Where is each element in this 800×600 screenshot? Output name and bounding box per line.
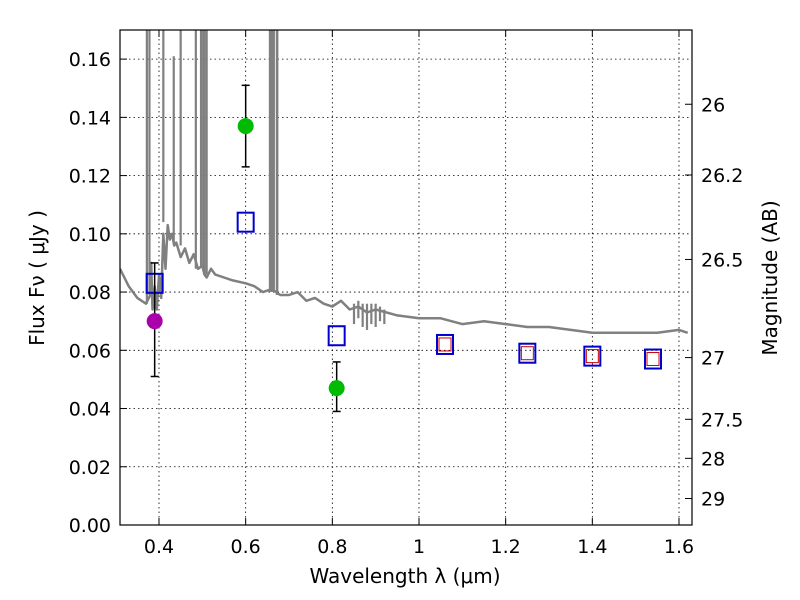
y2-tick-label: 26: [701, 94, 725, 116]
y2-tick-label: 27: [701, 348, 725, 370]
x-tick-label: 1: [413, 536, 425, 558]
sed-chart: 0.4 0.6 0.8 1 1.2 1.4 1.6 0.00 0.02 0.04 0.06 0.08 0…: [0, 0, 800, 600]
x-tick-label: 0.4: [144, 536, 174, 558]
x-tick-label: 1.4: [577, 536, 607, 558]
x-tick-label: 1.6: [664, 536, 694, 558]
y-tick-label: 0.04: [69, 399, 111, 421]
y-tick-label: 0.00: [69, 515, 111, 537]
y-tick-label: 0.06: [69, 340, 111, 362]
y2-tick-label: 27.5: [701, 409, 743, 431]
y-tick-label: 0.02: [69, 457, 111, 479]
y-tick-label: 0.16: [69, 49, 111, 71]
x-tick-label: 0.6: [231, 536, 261, 558]
observed-flux-point: [238, 118, 254, 134]
y2-tick-label: 26.5: [701, 249, 743, 271]
y-tick-label: 0.10: [69, 224, 111, 246]
x-axis-label: Wavelength λ (μm): [309, 564, 500, 588]
y2-axis-label: Magnitude (AB): [758, 200, 782, 355]
y2-tick-label: 28: [701, 448, 725, 470]
y-tick-label: 0.12: [69, 166, 111, 188]
x-tick-label: 1.2: [491, 536, 521, 558]
y-axis-label: Flux Fν ( μJy ): [25, 210, 49, 346]
y2-tick-label: 29: [701, 489, 725, 511]
y2-tick-label: 26.2: [701, 165, 743, 187]
observed-flux-point: [329, 380, 345, 396]
x-tick-label: 0.8: [317, 536, 347, 558]
y-tick-label: 0.08: [69, 282, 111, 304]
observed-flux-point: [147, 313, 163, 329]
y-tick-label: 0.14: [69, 107, 111, 129]
